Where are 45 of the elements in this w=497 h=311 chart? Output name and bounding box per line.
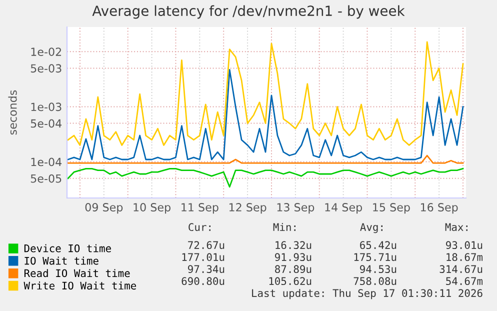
y-axis-title: seconds — [8, 90, 17, 135]
y-tick-label: 1e-04 — [31, 158, 62, 166]
y-tick-label: 5e-05 — [30, 174, 62, 183]
text: 72.67u — [188, 241, 224, 250]
text: 91.93u — [275, 253, 312, 262]
line-series — [67, 41, 464, 146]
x-tick-label: 15 Sep — [373, 203, 410, 214]
legend-label: Device IO time — [24, 244, 111, 252]
x-tick-label: 09 Sep — [85, 203, 123, 214]
text: 690.80u — [182, 277, 224, 286]
y-tick-label: 1e-03 — [31, 102, 62, 112]
legend-label: Read IO Wait time — [24, 269, 130, 278]
y-tick-label: 5e-04 — [30, 119, 62, 128]
text: 54.67m — [446, 277, 483, 286]
x-tick-label: 11 Sep — [182, 203, 218, 214]
text: Last update: Thu Sep 17 01:30:11 2026 — [252, 288, 482, 300]
chart-title: Average latency for /dev/nvme2n1 - by week — [92, 5, 405, 19]
x-tick-label: 13 Sep — [277, 203, 314, 214]
y-tick-label: 5e-03 — [30, 64, 62, 73]
legend-label: Write IO Wait time — [24, 282, 136, 290]
text: 16.32u — [276, 241, 312, 250]
text: 65.42u — [360, 241, 396, 250]
line-series — [67, 168, 464, 188]
text: 97.34u — [188, 265, 224, 274]
text: Cur: — [188, 223, 210, 232]
text: Max: — [445, 223, 468, 232]
x-tick-label: 14 Sep — [325, 203, 362, 214]
x-tick-label: 16 Sep — [420, 203, 458, 214]
text: 18.67m — [446, 253, 483, 262]
line-series — [67, 68, 464, 160]
x-tick-label: 12 Sep — [229, 203, 266, 214]
text: Min: — [273, 222, 296, 231]
text: 314.67u — [440, 265, 482, 274]
text: 758.08u — [354, 277, 396, 286]
text: 87.89u — [275, 265, 312, 274]
text: 93.01u — [446, 241, 482, 250]
text: Avg: — [360, 223, 382, 234]
x-tick-label: 10 Sep — [134, 203, 170, 214]
text: 105.62u — [269, 277, 312, 286]
text: 175.71u — [354, 253, 396, 262]
text: 94.53u — [360, 265, 396, 274]
line-series — [67, 154, 464, 164]
y-tick-label: 1e-02 — [31, 48, 62, 56]
legend-label: IO Wait time — [24, 256, 98, 265]
text: 177.01u — [182, 253, 224, 262]
